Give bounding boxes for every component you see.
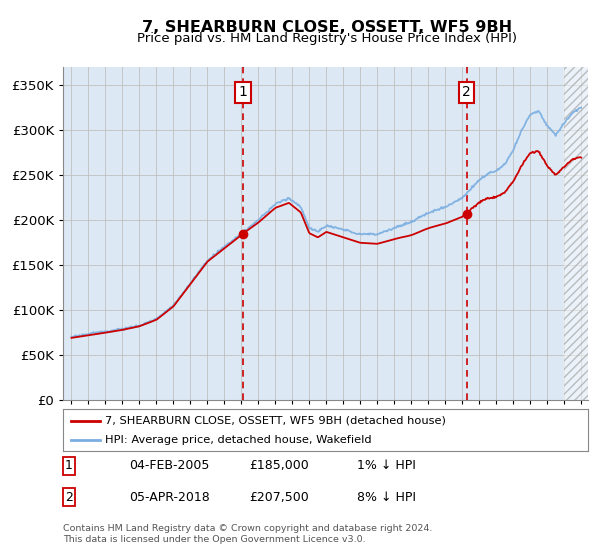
Text: Contains HM Land Registry data © Crown copyright and database right 2024.: Contains HM Land Registry data © Crown c… [63, 524, 433, 533]
Bar [564, 67, 600, 400]
Text: 8% ↓ HPI: 8% ↓ HPI [357, 491, 416, 504]
Text: Price paid vs. HM Land Registry's House Price Index (HPI): Price paid vs. HM Land Registry's House … [137, 32, 517, 45]
Text: 1: 1 [65, 459, 73, 473]
Text: 2: 2 [65, 491, 73, 504]
Text: 7, SHEARBURN CLOSE, OSSETT, WF5 9BH (detached house): 7, SHEARBURN CLOSE, OSSETT, WF5 9BH (det… [105, 416, 446, 426]
Text: 04-FEB-2005: 04-FEB-2005 [129, 459, 209, 473]
Text: This data is licensed under the Open Government Licence v3.0.: This data is licensed under the Open Gov… [63, 535, 365, 544]
Text: 1% ↓ HPI: 1% ↓ HPI [357, 459, 416, 473]
Text: HPI: Average price, detached house, Wakefield: HPI: Average price, detached house, Wake… [105, 435, 371, 445]
Text: 2: 2 [462, 85, 471, 99]
Text: 7, SHEARBURN CLOSE, OSSETT, WF5 9BH: 7, SHEARBURN CLOSE, OSSETT, WF5 9BH [142, 20, 512, 35]
Text: £185,000: £185,000 [249, 459, 309, 473]
Text: 1: 1 [238, 85, 247, 99]
Bar [564, 67, 600, 400]
Text: 05-APR-2018: 05-APR-2018 [129, 491, 210, 504]
Text: £207,500: £207,500 [249, 491, 309, 504]
